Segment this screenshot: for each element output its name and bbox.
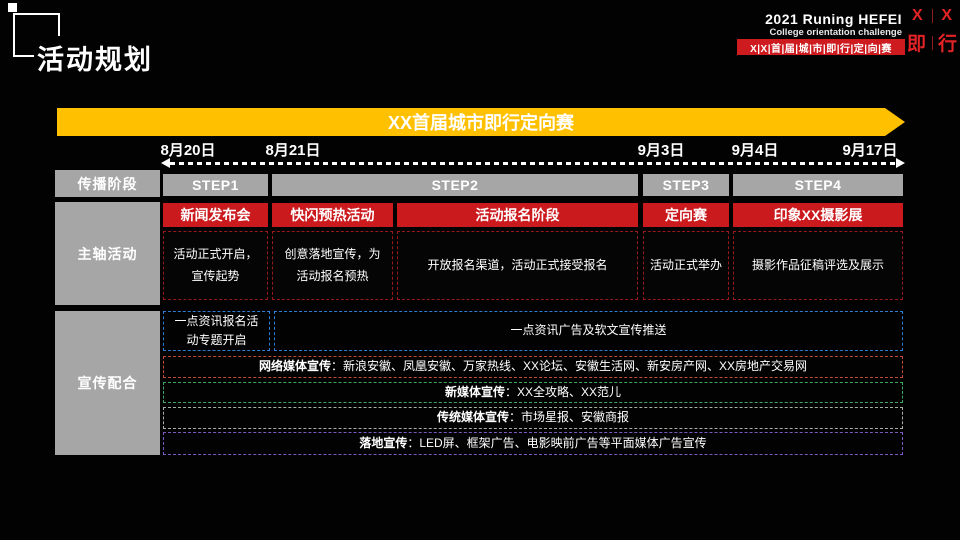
channel-offline-ads: 落地宣传：LED屏、框架广告、电影映前广告等平面媒体广告宣传	[163, 432, 903, 455]
timeline-date: 9月4日	[731, 142, 779, 159]
channel-label: 落地宣传	[359, 435, 408, 450]
channel-text: ：LED屏、框架广告、电影映前广告等平面媒体广告宣传	[407, 435, 707, 450]
channel-text: ：市场星报、安徽商报	[509, 410, 630, 425]
channel-label: 传统媒体宣传	[436, 410, 509, 425]
timeline-date: 9月17日	[842, 142, 898, 159]
page-title: 活动规划	[34, 36, 161, 79]
event-title-press-conference: 新闻发布会	[163, 203, 268, 227]
channel-traditional-media: 传统媒体宣传：市场星报、安徽商报	[163, 407, 903, 429]
step-1: STEP1	[163, 174, 268, 196]
logo-char: 行	[937, 34, 957, 55]
row-label-promotion: 宣传配合	[55, 311, 160, 455]
main-banner-arrow: XX首届城市即行定向赛	[57, 108, 905, 136]
logo-char: X	[941, 7, 952, 24]
timeline-date: 9月3日	[637, 142, 685, 159]
channel-web-media: 网络媒体宣传：新浪安徽、凤凰安徽、万家热线、XX论坛、安徽生活网、新安房产网、X…	[163, 356, 903, 378]
logo-divider	[931, 35, 933, 50]
event-title-signup-stage: 活动报名阶段	[397, 203, 638, 227]
event-desc-flashmob-warmup: 创意落地宣传，为活动报名预热	[272, 231, 393, 300]
yidianzixun-push-box: 一点资讯广告及软文宣传推送	[274, 311, 903, 351]
timeline-date: 8月21日	[265, 142, 321, 159]
step-3: STEP3	[643, 174, 729, 196]
logo-char: X	[912, 7, 923, 24]
event-subtitle: College orientation challenge	[769, 27, 903, 38]
deco-small-square	[8, 3, 17, 12]
brand-logo: X X 即 行	[907, 7, 957, 56]
step-2: STEP2	[272, 174, 638, 196]
timeline-date: 8月20日	[160, 142, 216, 159]
event-year-title: 2021 Runing HEFEI	[765, 11, 902, 27]
channel-label: 新媒体宣传	[444, 384, 505, 399]
row-label-main-activities: 主轴活动	[55, 202, 160, 305]
event-desc-press-conference: 活动正式开启，宣传起势	[163, 231, 268, 300]
timeline-double-arrow	[161, 158, 905, 168]
event-title-photo-expo: 印象XX摄影展	[733, 203, 903, 227]
event-title-orienteering: 定向赛	[643, 203, 729, 227]
channel-label: 网络媒体宣传	[258, 359, 331, 374]
row-label-phase: 传播阶段	[55, 170, 160, 197]
event-title-flashmob-warmup: 快闪预热活动	[272, 203, 393, 227]
brand-logo-row-bottom: 即 行	[907, 29, 957, 56]
channel-new-media: 新媒体宣传：XX全攻略、XX范儿	[163, 382, 903, 403]
event-red-ribbon: X|X|首|届|城|市|即|行|定|向|赛	[737, 39, 905, 55]
logo-char: 即	[907, 34, 927, 55]
yidianzixun-topic-box: 一点资讯报名活动专题开启	[163, 311, 270, 351]
event-desc-orienteering: 活动正式举办	[643, 231, 729, 300]
event-desc-signup-stage: 开放报名渠道，活动正式接受报名	[397, 231, 638, 300]
brand-logo-row-top: X X	[907, 7, 957, 25]
event-desc-photo-expo: 摄影作品征稿评选及展示	[733, 231, 903, 300]
logo-divider	[931, 9, 933, 23]
channel-text: ：XX全攻略、XX范儿	[504, 384, 622, 399]
channel-text: ：新浪安徽、凤凰安徽、万家热线、XX论坛、安徽生活网、新安房产网、XX房地产交易…	[330, 359, 808, 374]
step-4: STEP4	[733, 174, 903, 196]
